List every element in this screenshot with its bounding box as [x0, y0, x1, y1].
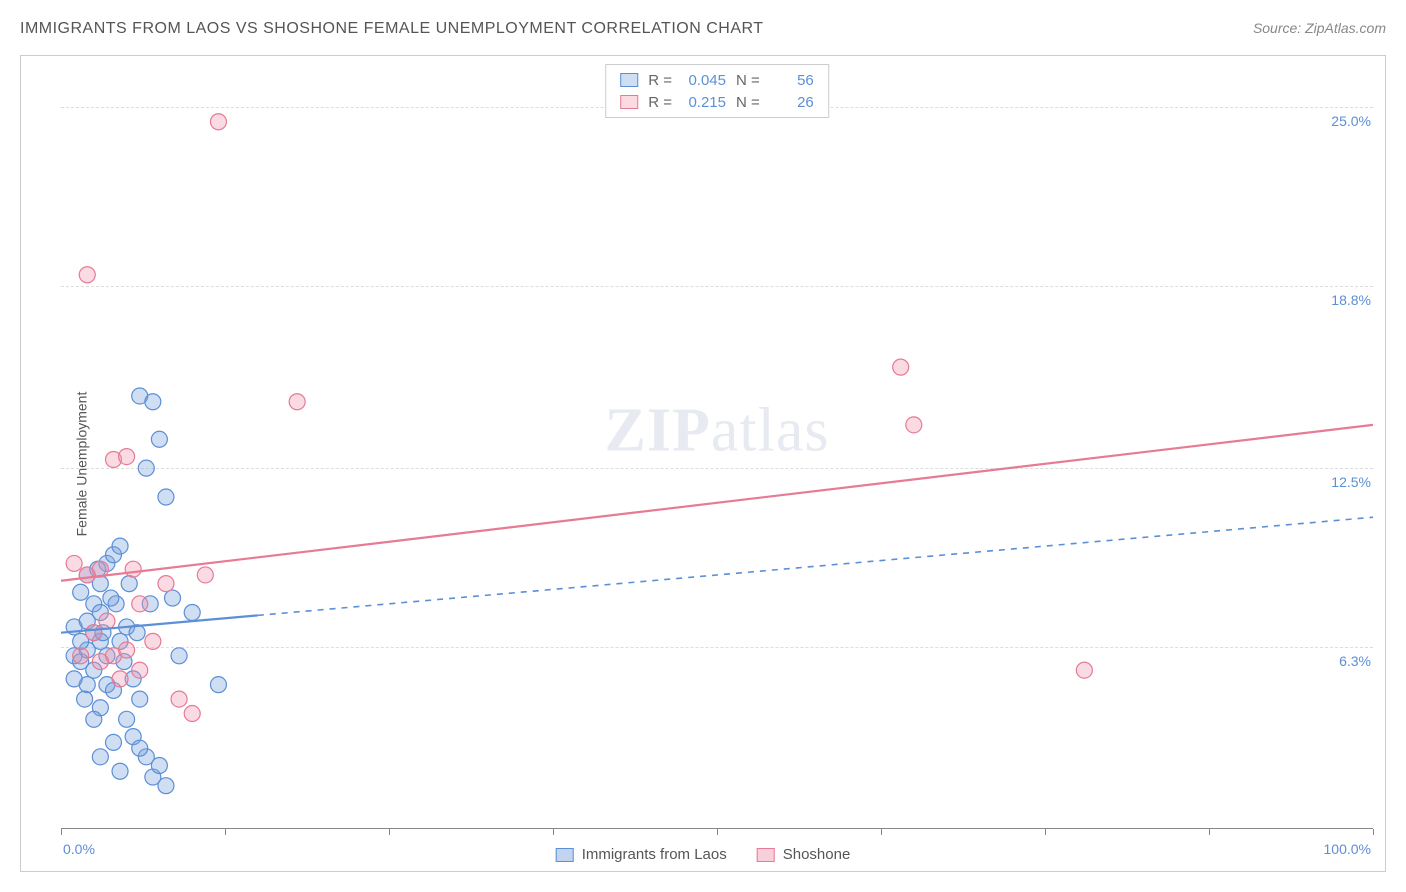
data-point — [138, 460, 154, 476]
x-tick — [225, 829, 226, 835]
stat-n-label: N = — [736, 72, 760, 89]
data-point — [79, 267, 95, 283]
stats-row-0: R = 0.045 N = 56 — [620, 69, 814, 91]
stat-r-label: R = — [648, 72, 672, 89]
data-point — [145, 394, 161, 410]
data-point — [184, 706, 200, 722]
data-point — [121, 576, 137, 592]
data-point — [289, 394, 305, 410]
data-point — [99, 613, 115, 629]
data-point — [119, 711, 135, 727]
legend-label-0: Immigrants from Laos — [582, 846, 727, 863]
data-point — [151, 757, 167, 773]
plot-area: ZIPatlas R = 0.045 N = 56 R = 0.215 N = … — [61, 64, 1373, 829]
x-tick-label-min: 0.0% — [63, 841, 95, 857]
chart-container: Female Unemployment ZIPatlas R = 0.045 N… — [20, 55, 1386, 872]
trend-line-dashed — [258, 517, 1373, 615]
data-point — [210, 114, 226, 130]
stats-row-1: R = 0.215 N = 26 — [620, 91, 814, 113]
data-point — [132, 691, 148, 707]
data-point — [210, 677, 226, 693]
chart-svg — [61, 64, 1373, 829]
x-tick — [1045, 829, 1046, 835]
data-point — [158, 778, 174, 794]
data-point — [158, 489, 174, 505]
stat-r-0: 0.045 — [682, 72, 726, 89]
data-point — [119, 642, 135, 658]
data-point — [92, 654, 108, 670]
data-point — [132, 596, 148, 612]
x-tick — [717, 829, 718, 835]
data-point — [77, 691, 93, 707]
x-tick — [881, 829, 882, 835]
data-point — [893, 359, 909, 375]
data-point — [171, 648, 187, 664]
data-point — [1076, 662, 1092, 678]
data-point — [86, 711, 102, 727]
data-point — [158, 576, 174, 592]
data-point — [112, 763, 128, 779]
stat-r-1: 0.215 — [682, 94, 726, 111]
data-point — [132, 662, 148, 678]
legend-swatch-0 — [556, 848, 574, 862]
x-tick — [553, 829, 554, 835]
data-point — [184, 604, 200, 620]
data-point — [125, 561, 141, 577]
data-point — [171, 691, 187, 707]
data-point — [86, 625, 102, 641]
data-point — [73, 648, 89, 664]
data-point — [92, 749, 108, 765]
swatch-series-1 — [620, 95, 638, 109]
bottom-legend: Immigrants from Laos Shoshone — [556, 846, 851, 863]
data-point — [906, 417, 922, 433]
stat-n-1: 26 — [770, 94, 814, 111]
x-tick — [1209, 829, 1210, 835]
data-point — [66, 555, 82, 571]
data-point — [103, 590, 119, 606]
chart-title: IMMIGRANTS FROM LAOS VS SHOSHONE FEMALE … — [20, 20, 764, 37]
legend-label-1: Shoshone — [783, 846, 851, 863]
data-point — [132, 740, 148, 756]
data-point — [66, 671, 82, 687]
legend-swatch-1 — [757, 848, 775, 862]
chart-source: Source: ZipAtlas.com — [1253, 20, 1386, 36]
data-point — [197, 567, 213, 583]
x-tick — [61, 829, 62, 835]
x-tick — [1373, 829, 1374, 835]
stat-n-0: 56 — [770, 72, 814, 89]
data-point — [145, 633, 161, 649]
data-point — [105, 734, 121, 750]
stat-n-label: N = — [736, 94, 760, 111]
legend-item-0: Immigrants from Laos — [556, 846, 727, 863]
stat-r-label: R = — [648, 94, 672, 111]
chart-header: IMMIGRANTS FROM LAOS VS SHOSHONE FEMALE … — [20, 20, 1386, 50]
data-point — [73, 584, 89, 600]
x-tick-label-max: 100.0% — [1324, 841, 1371, 857]
data-point — [165, 590, 181, 606]
data-point — [112, 538, 128, 554]
trend-line-solid — [61, 425, 1373, 581]
legend-item-1: Shoshone — [757, 846, 851, 863]
data-point — [119, 449, 135, 465]
stats-legend-box: R = 0.045 N = 56 R = 0.215 N = 26 — [605, 64, 829, 118]
swatch-series-0 — [620, 73, 638, 87]
x-tick — [389, 829, 390, 835]
data-point — [151, 431, 167, 447]
data-point — [112, 671, 128, 687]
